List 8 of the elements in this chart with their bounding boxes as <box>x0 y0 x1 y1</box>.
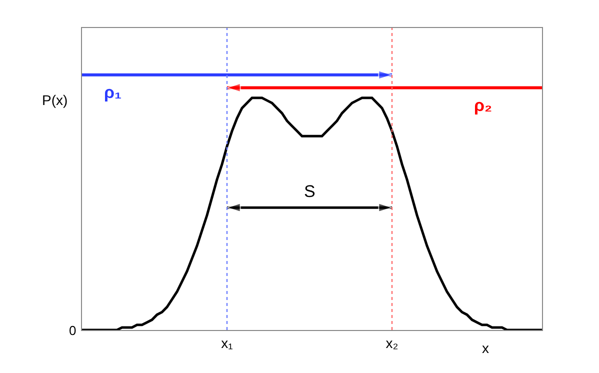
x-tick-label: x₂ <box>386 334 398 351</box>
x-axis-title: x <box>482 340 489 356</box>
series-label: ρ₁ <box>104 83 122 102</box>
text: 0 <box>69 323 76 338</box>
x-tick-label: x₁ <box>221 334 234 351</box>
series-label: ρ₂ <box>474 96 492 115</box>
y-axis-title: P(x) <box>42 92 68 108</box>
series-label: S <box>304 182 316 201</box>
